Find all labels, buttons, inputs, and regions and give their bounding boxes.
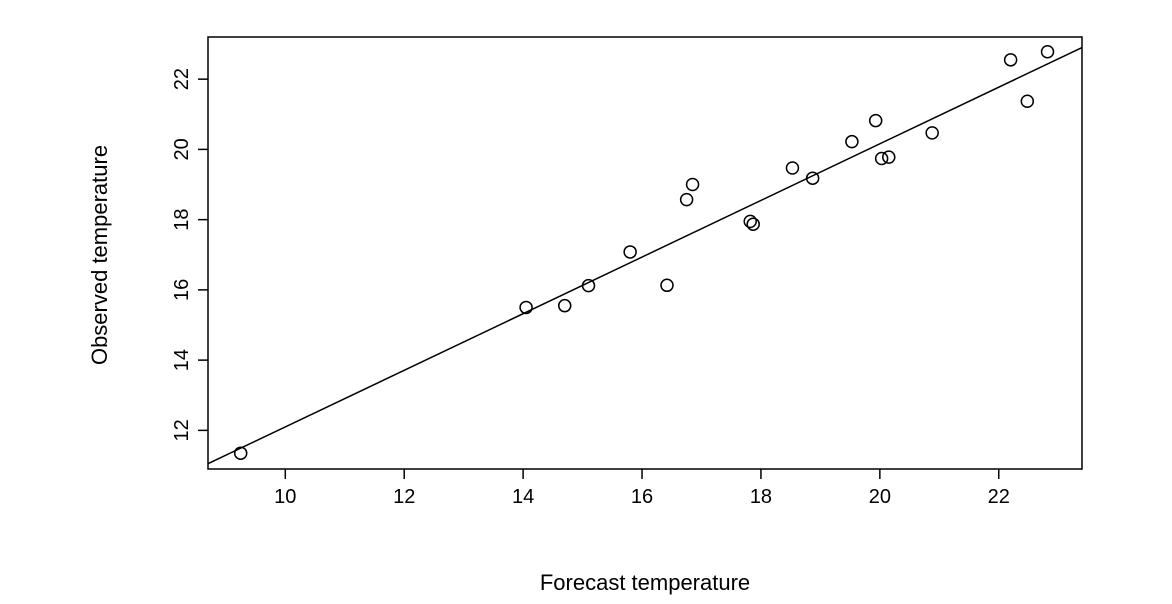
data-point [1020,94,1035,109]
y-tick-label: 12 [171,419,193,441]
plot-frame [207,36,1083,470]
data-point [785,161,800,175]
data-point [660,278,674,293]
x-tick-label: 16 [631,486,653,508]
regression-line [207,46,1083,465]
data-point [868,113,883,128]
data-point [805,171,820,185]
x-tick-label: 12 [393,486,415,508]
x-tick-label: 22 [988,486,1010,508]
y-tick-label: 16 [171,279,193,301]
data-point [1040,45,1055,59]
data-point [743,214,757,229]
y-tick-label: 18 [171,209,193,231]
data-point [581,278,596,293]
data-point [233,446,248,460]
data-point [557,298,572,313]
y-tick-label: 14 [171,349,193,371]
y-axis: 12 14 16 18 20 22 [171,68,208,441]
data-point [685,177,700,192]
x-tick-label: 18 [750,486,772,508]
data-point [874,151,889,166]
y-tick-label: 22 [171,68,193,90]
x-tick-label: 20 [869,486,891,508]
y-tick-label: 20 [171,138,193,160]
data-point [519,300,533,315]
data-point [925,126,939,140]
data-point [845,134,859,149]
data-point [1003,53,1018,67]
x-axis: 10 12 14 16 18 20 22 [274,469,1010,508]
y-axis-title: Observed temperature [87,145,112,365]
x-axis-title: Forecast temperature [540,570,750,595]
data-point [679,192,694,207]
x-tick-label: 14 [512,486,534,508]
x-tick-label: 10 [274,486,296,508]
data-point [746,217,760,231]
data-point [882,150,896,164]
data-point [623,245,637,259]
data-points [233,45,1055,460]
